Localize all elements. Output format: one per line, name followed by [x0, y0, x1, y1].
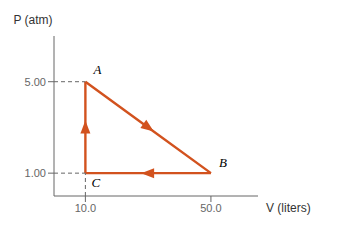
- svg-text:5.00: 5.00: [25, 76, 46, 88]
- svg-text:P (atm): P (atm): [13, 13, 52, 27]
- svg-text:C: C: [91, 175, 100, 190]
- svg-text:10.0: 10.0: [75, 202, 96, 214]
- svg-text:A: A: [92, 62, 101, 77]
- svg-text:B: B: [219, 155, 227, 170]
- svg-text:V (liters): V (liters): [266, 201, 311, 215]
- svg-text:50.0: 50.0: [200, 202, 221, 214]
- svg-text:1.00: 1.00: [25, 167, 46, 179]
